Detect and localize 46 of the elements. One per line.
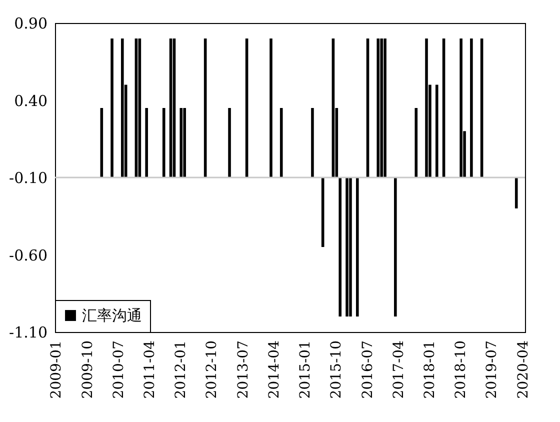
- x-tick-label: 2018-01: [422, 340, 438, 399]
- bar: [356, 178, 359, 317]
- bar: [228, 108, 231, 178]
- bar: [435, 84, 438, 178]
- bar: [183, 108, 186, 178]
- legend-label: 汇率沟通: [82, 306, 142, 324]
- x-tick-label: 2009-10: [80, 340, 96, 399]
- bar: [394, 178, 397, 317]
- bar: [180, 108, 183, 178]
- x-tick-label: 2016-07: [360, 340, 376, 399]
- bar: [384, 38, 386, 178]
- x-tick-label: 2012-10: [204, 340, 220, 399]
- bar: [349, 178, 352, 317]
- bar: [346, 178, 348, 317]
- bar: [470, 38, 473, 178]
- x-tick-label: 2020-04: [515, 340, 532, 399]
- bar: [311, 108, 314, 178]
- x-tick-label: 2013-07: [235, 340, 252, 399]
- bar: [425, 38, 428, 178]
- x-tick-label: 2010-07: [110, 340, 127, 399]
- x-tick-label: 2018-10: [453, 340, 470, 399]
- x-tick-label: 2019-07: [484, 340, 500, 399]
- x-tick-label: 2015-01: [298, 340, 314, 399]
- x-tick-label: 2015-10: [328, 340, 345, 399]
- bar: [380, 38, 383, 178]
- x-tick-label: 2009-01: [48, 340, 65, 399]
- bar: [460, 38, 462, 178]
- y-tick-label: 0.90: [14, 14, 48, 32]
- bar: [414, 108, 418, 178]
- y-tick-label: -0.10: [9, 169, 48, 187]
- y-tick-label: -1.10: [9, 324, 48, 342]
- bar: [145, 108, 148, 178]
- bar: [120, 38, 124, 178]
- bar: [280, 108, 283, 178]
- x-tick-label: 2017-04: [390, 340, 407, 399]
- y-tick-label: 0.40: [14, 92, 48, 110]
- bar: [514, 178, 518, 208]
- bar: [376, 38, 380, 178]
- x-tick-label: 2011-04: [142, 340, 158, 399]
- bar: [110, 38, 114, 178]
- bar: [270, 38, 272, 178]
- bar: [338, 178, 342, 317]
- x-tick-label: 2014-04: [266, 340, 282, 399]
- x-tick-label: 2012-01: [173, 340, 190, 399]
- y-tick-label: -0.60: [9, 246, 48, 264]
- bar: [162, 108, 166, 178]
